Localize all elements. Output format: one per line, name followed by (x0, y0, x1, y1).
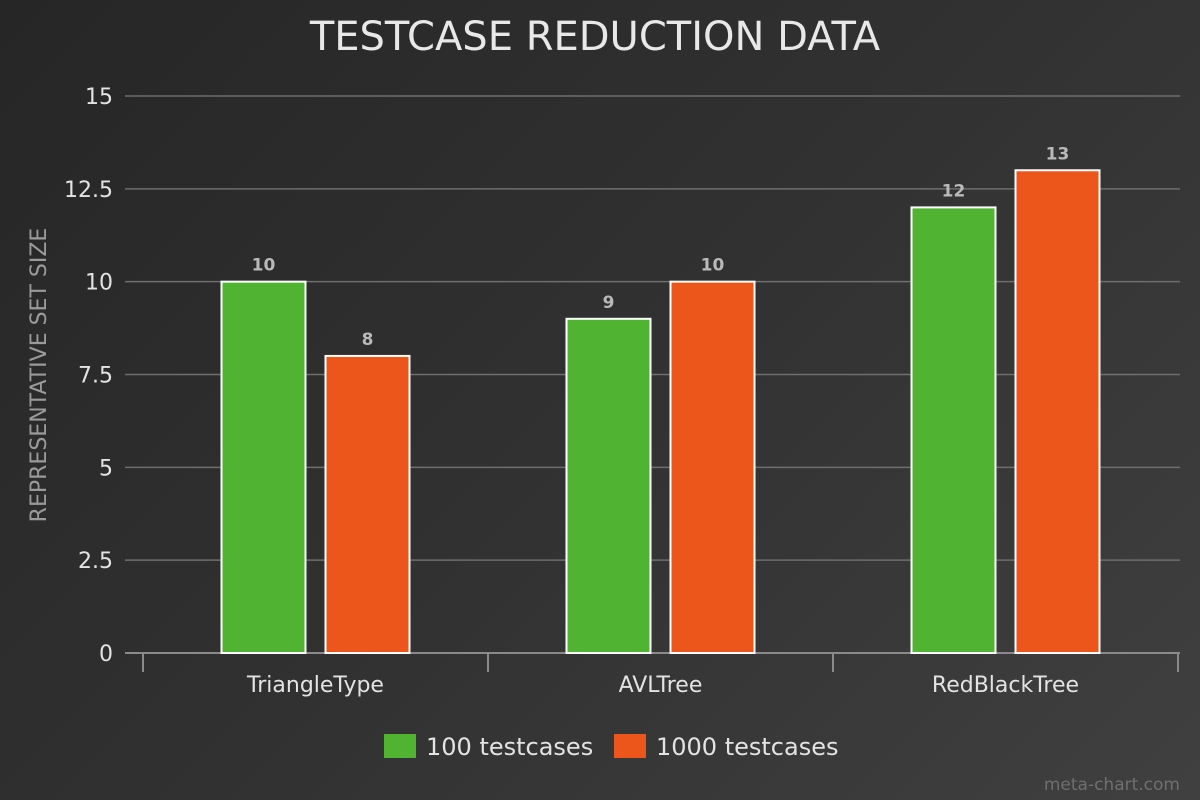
data-label: 13 (1046, 144, 1070, 164)
data-label: 10 (252, 256, 276, 276)
x-tick-label: RedBlackTree (932, 673, 1079, 698)
legend-swatch (614, 734, 646, 758)
bars (220, 169, 1101, 654)
data-label: 10 (701, 256, 725, 276)
y-axis-ticks: 0 2.5 5 7.5 10 12.5 15 (64, 85, 113, 667)
x-tick-label: AVLTree (619, 673, 703, 698)
y-axis-label: REPRESENTATIVE SET SIZE (27, 228, 52, 523)
y-tick-label: 0 (99, 642, 113, 667)
y-tick-label: 7.5 (78, 364, 113, 389)
y-tick-label: 5 (99, 456, 113, 481)
legend-label: 100 testcases (426, 733, 593, 761)
y-tick-label: 12.5 (64, 178, 113, 203)
bar (910, 206, 997, 654)
bar (1014, 169, 1101, 654)
legend-label: 1000 testcases (656, 733, 838, 761)
y-tick-label: 10 (85, 271, 113, 296)
bar (669, 280, 756, 654)
data-label: 8 (362, 330, 374, 350)
chart-title: TESTCASE REDUCTION DATA (309, 14, 881, 60)
bar (324, 354, 411, 654)
data-label: 12 (942, 181, 966, 201)
data-label: 9 (603, 293, 615, 313)
watermark: meta-chart.com (1044, 775, 1180, 795)
legend: 100 testcases 1000 testcases (384, 733, 838, 761)
bar (565, 317, 652, 654)
y-tick-label: 15 (85, 85, 113, 110)
bar (220, 280, 307, 654)
y-tick-label: 2.5 (78, 549, 113, 574)
data-labels: 10 8 9 10 12 13 (252, 144, 1070, 350)
x-tick-label: TriangleType (246, 673, 384, 698)
x-axis: TriangleType AVLTree RedBlackTree (142, 653, 1179, 698)
legend-swatch (384, 734, 416, 758)
